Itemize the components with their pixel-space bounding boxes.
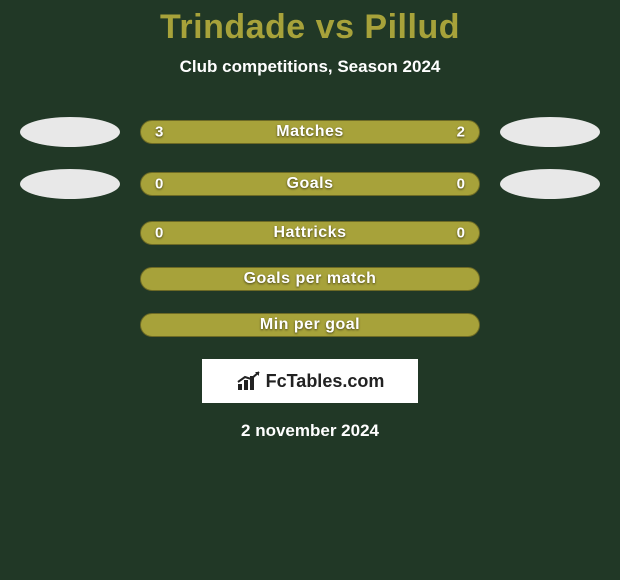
player-photo-right bbox=[500, 169, 600, 199]
stat-label: Min per goal bbox=[260, 316, 360, 334]
footer-date: 2 november 2024 bbox=[0, 421, 620, 441]
player-photo-right bbox=[500, 117, 600, 147]
photo-spacer bbox=[20, 279, 120, 280]
stat-label: Goals per match bbox=[244, 270, 377, 288]
page-title: Trindade vs Pillud bbox=[0, 8, 620, 47]
stat-value-left: 0 bbox=[155, 225, 163, 242]
stat-bar: Min per goal bbox=[140, 313, 480, 337]
branding-text: FcTables.com bbox=[266, 371, 385, 392]
player-photo-left bbox=[20, 169, 120, 199]
photo-spacer bbox=[500, 233, 600, 234]
stat-label: Matches bbox=[276, 123, 344, 141]
stat-label: Goals bbox=[287, 175, 334, 193]
branding-box[interactable]: FcTables.com bbox=[202, 359, 418, 403]
stat-bar: 0 Hattricks 0 bbox=[140, 221, 480, 245]
stat-row: 0 Goals 0 bbox=[0, 169, 620, 199]
stat-bar: Goals per match bbox=[140, 267, 480, 291]
stats-list: 3 Matches 2 0 Goals 0 0 Hattricks 0 Goals per mat… bbox=[0, 117, 620, 337]
player-photo-left bbox=[20, 117, 120, 147]
photo-spacer bbox=[20, 233, 120, 234]
photo-spacer bbox=[20, 325, 120, 326]
photo-spacer bbox=[500, 325, 600, 326]
chart-icon bbox=[236, 370, 262, 392]
stat-row: 3 Matches 2 bbox=[0, 117, 620, 147]
photo-spacer bbox=[500, 279, 600, 280]
stat-value-right: 0 bbox=[457, 225, 465, 242]
stat-value-right: 2 bbox=[457, 124, 465, 141]
stat-row: Goals per match bbox=[0, 267, 620, 291]
stat-label: Hattricks bbox=[274, 224, 347, 242]
stat-value-left: 3 bbox=[155, 124, 163, 141]
stat-value-right: 0 bbox=[457, 176, 465, 193]
stat-bar: 0 Goals 0 bbox=[140, 172, 480, 196]
stat-bar: 3 Matches 2 bbox=[140, 120, 480, 144]
page-subtitle: Club competitions, Season 2024 bbox=[0, 57, 620, 77]
stat-row: 0 Hattricks 0 bbox=[0, 221, 620, 245]
stats-card: Trindade vs Pillud Club competitions, Se… bbox=[0, 0, 620, 441]
stat-row: Min per goal bbox=[0, 313, 620, 337]
stat-value-left: 0 bbox=[155, 176, 163, 193]
